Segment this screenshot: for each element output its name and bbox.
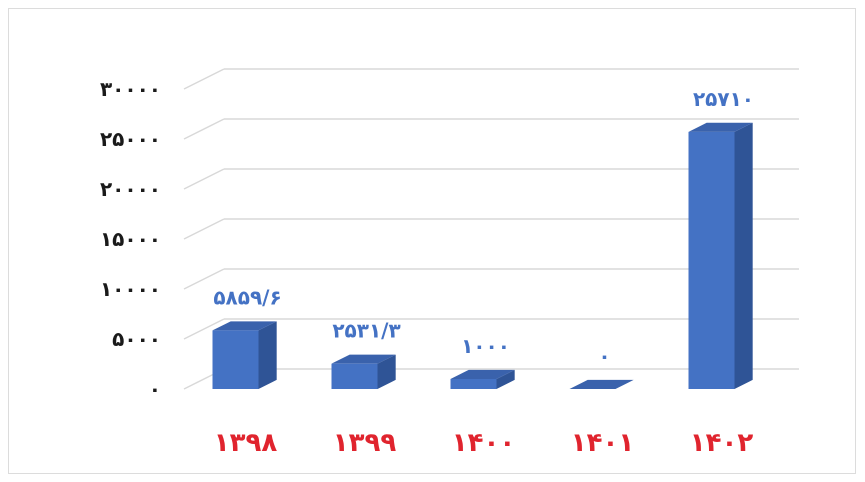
bar xyxy=(450,379,497,389)
y-tick-label: ۱۵۰۰۰ xyxy=(100,227,161,251)
y-tick-label: ۵۰۰۰ xyxy=(112,327,161,351)
data-label: ۱۰۰۰ xyxy=(461,334,510,358)
bar-top xyxy=(212,321,277,331)
x-tick-label: ۱۴۰۲ xyxy=(690,428,754,458)
x-tick-label: ۱۴۰۰ xyxy=(452,428,515,458)
gridline-depth xyxy=(183,168,225,190)
data-label: ۵۸۵۹/۶ xyxy=(213,285,281,309)
y-tick-label: ۰ xyxy=(149,377,161,401)
data-label: ۰ xyxy=(598,344,610,368)
bar-top xyxy=(569,379,634,389)
bar xyxy=(331,363,378,389)
y-tick-label: ۳۰۰۰۰ xyxy=(100,77,161,101)
bar-side xyxy=(377,354,396,389)
x-tick-label: ۱۴۰۱ xyxy=(571,428,634,458)
gridline-depth xyxy=(183,318,225,340)
bar-side xyxy=(734,122,753,390)
gridline-depth xyxy=(183,118,225,140)
gridline-depth xyxy=(183,218,225,240)
bar-top xyxy=(450,369,515,379)
x-tick-label: ۱۳۹۸ xyxy=(214,428,278,458)
gridline-depth xyxy=(183,268,225,290)
gridline-depth xyxy=(183,68,225,90)
chart-frame: ۰ ۵۰۰۰ ۱۰۰۰۰ ۱۵۰۰۰ ۲۰۰۰۰ ۲۵۰۰۰ ۳۰۰۰۰ ۵۸۵۹/۶ ۱۳۹۸… xyxy=(8,8,856,474)
y-tick-label: ۱۰۰۰۰ xyxy=(100,277,161,301)
bar-top xyxy=(688,122,753,132)
bar xyxy=(212,330,259,389)
data-label: ۲۵۳۱/۳ xyxy=(332,319,400,343)
y-tick-label: ۲۵۰۰۰ xyxy=(100,127,161,151)
bar xyxy=(688,131,735,389)
data-label: ۲۵۷۱۰ xyxy=(693,87,754,111)
bar-top xyxy=(331,354,396,364)
bar-side xyxy=(258,321,277,389)
bar-side xyxy=(496,369,515,389)
x-tick-label: ۱۳۹۹ xyxy=(333,428,397,458)
y-tick-label: ۲۰۰۰۰ xyxy=(100,177,161,201)
bar-chart: ۰۵۰۰۰۱۰۰۰۰۱۵۰۰۰۲۰۰۰۰۲۵۰۰۰۳۰۰۰۰۵۸۵۹/۶۱۳۹۸… xyxy=(100,68,799,458)
